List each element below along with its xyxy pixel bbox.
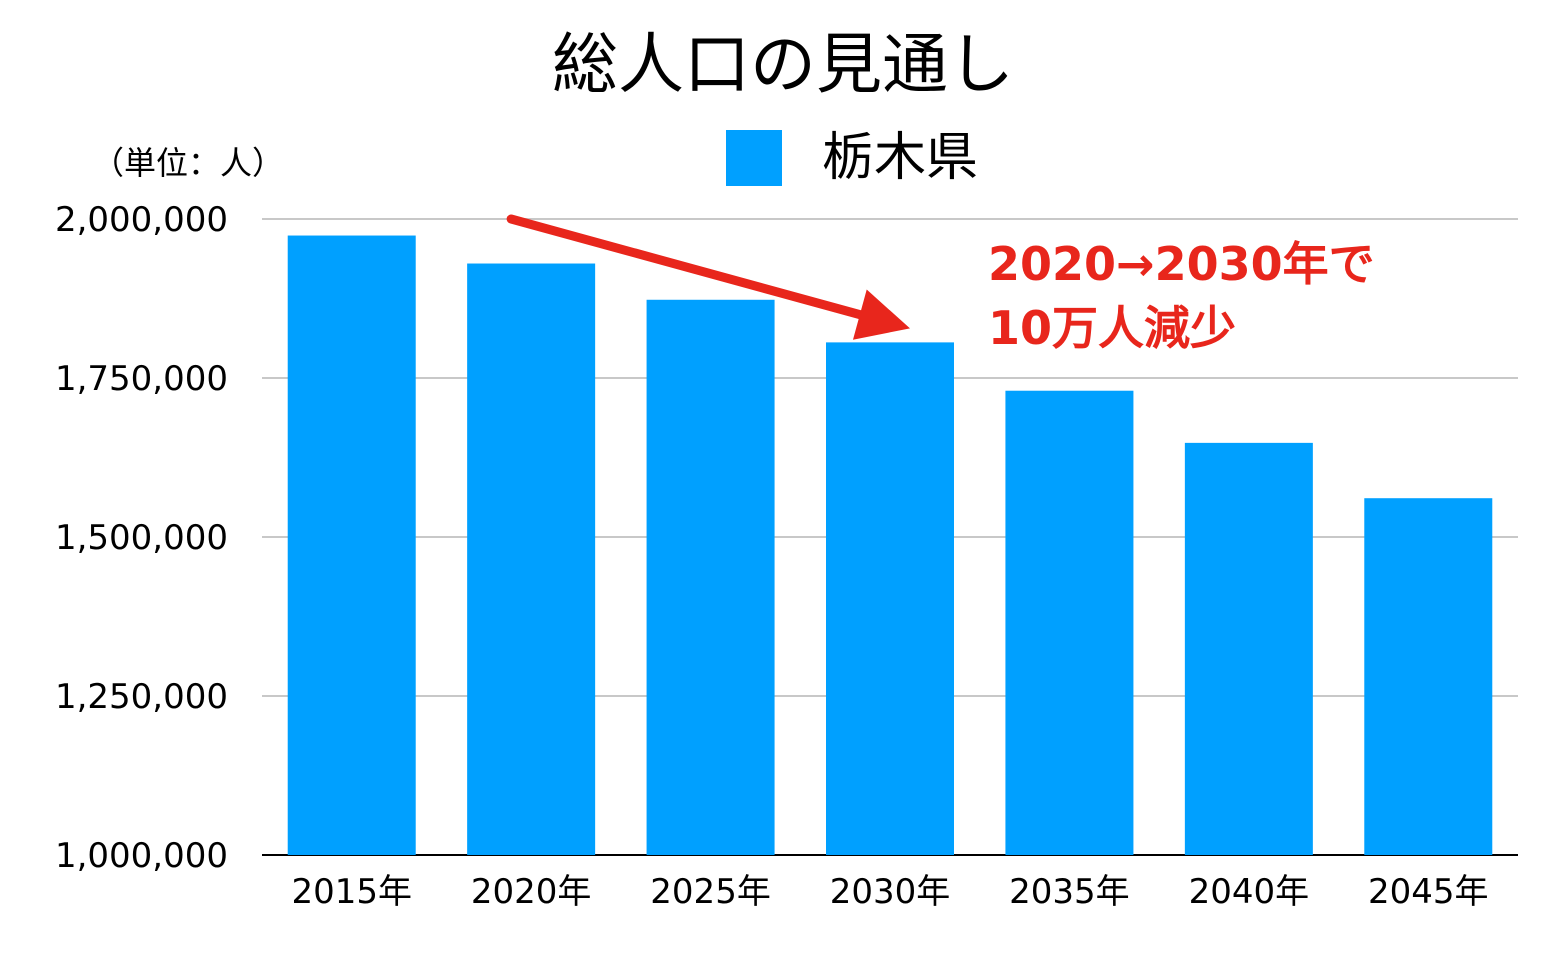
- annotation-text: 2020→2030年で 10万人減少: [988, 232, 1375, 360]
- annotation-arrow: [506, 214, 910, 340]
- x-tick-label: 2035年: [1009, 872, 1130, 912]
- bar: [826, 342, 954, 855]
- bars: [287, 235, 1493, 856]
- arrow-shaft: [506, 214, 865, 320]
- x-tick-label: 2030年: [830, 872, 951, 912]
- arrow-head: [852, 289, 910, 340]
- annotation-line-2: 10万人減少: [988, 301, 1237, 355]
- y-axis-ticks: 1,000,000 1,250,000 1,500,000 1,750,000 2,00…: [55, 200, 228, 876]
- legend-label: 栃木県: [822, 128, 979, 188]
- y-tick-label: 1,250,000: [55, 677, 228, 717]
- bar: [1364, 498, 1493, 855]
- x-tick-label: 2025年: [650, 872, 771, 912]
- x-tick-label: 2020年: [471, 872, 592, 912]
- y-tick-label: 1,000,000: [55, 836, 228, 876]
- bar: [646, 299, 775, 856]
- bar: [287, 235, 416, 855]
- annotation-line-1: 2020→2030年で: [988, 237, 1375, 291]
- x-tick-label: 2015年: [291, 872, 412, 912]
- bar: [467, 263, 596, 855]
- legend: 栃木県: [726, 128, 978, 188]
- legend-swatch: [726, 130, 782, 186]
- chart-title: 総人口の見通し: [552, 26, 1014, 103]
- x-tick-label: 2045年: [1368, 872, 1489, 912]
- bar: [1184, 442, 1313, 855]
- y-tick-label: 1,500,000: [55, 518, 228, 558]
- x-axis-ticks: 2015年 2020年 2025年 2030年 2035年 2040年 2045年: [291, 872, 1488, 912]
- unit-label: （単位：人）: [92, 144, 285, 182]
- y-tick-label: 1,750,000: [55, 359, 228, 399]
- bar: [1005, 390, 1134, 855]
- y-tick-label: 2,000,000: [55, 200, 228, 240]
- x-tick-label: 2040年: [1189, 872, 1310, 912]
